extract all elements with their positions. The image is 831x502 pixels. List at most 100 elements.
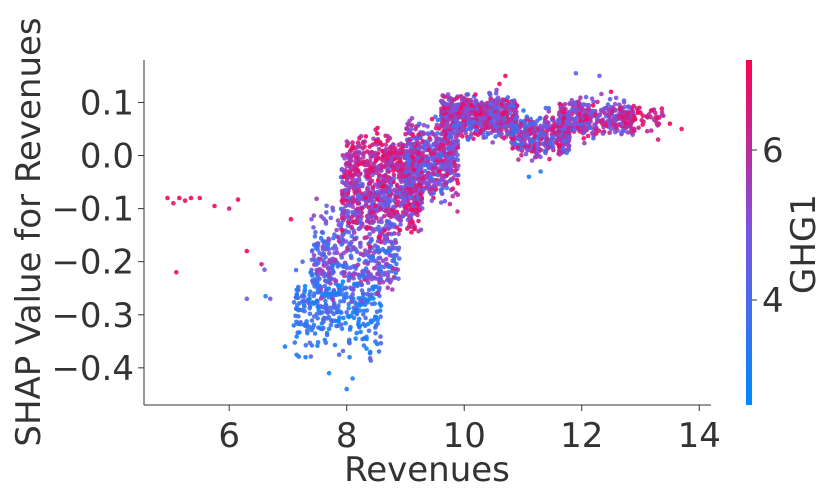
scatter-point xyxy=(420,131,426,137)
scatter-point xyxy=(415,212,420,218)
scatter-point xyxy=(381,183,387,189)
scatter-point xyxy=(342,215,347,221)
scatter-point xyxy=(523,125,529,130)
scatter-point xyxy=(376,172,382,177)
scatter-point xyxy=(450,144,456,150)
scatter-point xyxy=(307,296,312,302)
scatter-point xyxy=(503,106,509,111)
scatter-point xyxy=(591,136,596,141)
scatter-point xyxy=(473,127,479,133)
scatter-point xyxy=(608,89,614,95)
scatter-point xyxy=(356,195,362,200)
scatter-point xyxy=(595,99,600,105)
scatter-point xyxy=(472,101,478,107)
scatter-point xyxy=(566,125,571,131)
scatter-point xyxy=(371,317,377,323)
scatter-point xyxy=(627,123,633,129)
scatter-point xyxy=(317,326,323,331)
scatter-point xyxy=(438,177,444,182)
scatter-point xyxy=(443,181,449,186)
scatter-point xyxy=(385,138,391,143)
scatter-point xyxy=(374,168,380,174)
scatter-point xyxy=(364,346,369,351)
scatter-point xyxy=(610,117,616,122)
scatter-point xyxy=(614,125,619,131)
scatter-point xyxy=(350,199,355,204)
scatter-point xyxy=(366,249,372,255)
scatter-point xyxy=(311,225,316,230)
scatter-point xyxy=(282,344,288,349)
scatter-point xyxy=(309,271,315,277)
scatter-point xyxy=(407,141,413,146)
scatter-point xyxy=(404,189,410,195)
scatter-point xyxy=(455,152,460,158)
scatter-point xyxy=(386,176,391,182)
scatter-point xyxy=(389,157,394,162)
scatter-point xyxy=(326,294,332,300)
scatter-point xyxy=(573,71,579,76)
scatter-point xyxy=(353,336,359,341)
scatter-point xyxy=(387,264,392,270)
scatter-point xyxy=(612,122,617,127)
scatter-point xyxy=(363,266,369,271)
scatter-point xyxy=(366,328,372,334)
scatter-point xyxy=(360,268,366,274)
scatter-point xyxy=(323,219,329,224)
scatter-point xyxy=(511,100,517,105)
scatter-point xyxy=(320,247,326,252)
scatter-point xyxy=(429,116,435,122)
scatter-point xyxy=(385,201,391,207)
scatter-point xyxy=(338,309,343,315)
scatter-point xyxy=(450,186,456,191)
scatter-point xyxy=(529,158,535,163)
scatter-point xyxy=(430,131,436,136)
scatter-point xyxy=(539,136,544,142)
scatter-point xyxy=(374,138,379,144)
scatter-point xyxy=(396,247,401,253)
scatter-point xyxy=(349,176,355,181)
scatter-point xyxy=(505,119,510,125)
scatter-point xyxy=(409,123,415,128)
scatter-point xyxy=(488,99,494,105)
scatter-point xyxy=(397,227,403,233)
scatter-point xyxy=(397,218,403,223)
scatter-point xyxy=(314,267,320,273)
scatter-point xyxy=(395,199,401,204)
scatter-point xyxy=(361,155,366,160)
scatter-point xyxy=(309,216,314,222)
scatter-point xyxy=(435,131,440,136)
scatter-point xyxy=(497,81,502,87)
scatter-point xyxy=(294,291,300,297)
scatter-point xyxy=(538,125,543,131)
scatter-point xyxy=(571,126,577,132)
scatter-point xyxy=(165,195,170,201)
scatter-point xyxy=(326,241,331,246)
scatter-point xyxy=(569,98,575,103)
scatter-point xyxy=(309,343,315,348)
scatter-point xyxy=(326,266,331,272)
scatter-point xyxy=(369,153,374,158)
scatter-point xyxy=(617,116,623,121)
scatter-point xyxy=(327,251,332,256)
scatter-point xyxy=(327,273,332,278)
scatter-point xyxy=(393,240,399,245)
scatter-point xyxy=(632,116,637,121)
scatter-point xyxy=(339,326,345,332)
scatter-point xyxy=(365,253,371,258)
scatter-point xyxy=(655,137,661,142)
scatter-point xyxy=(371,165,376,170)
scatter-point xyxy=(434,122,440,128)
scatter-point xyxy=(380,258,386,264)
scatter-point xyxy=(510,136,516,141)
scatter-point xyxy=(317,283,323,289)
scatter-point xyxy=(586,107,591,112)
scatter-point xyxy=(585,133,591,139)
scatter-point xyxy=(404,126,410,131)
scatter-point xyxy=(371,213,377,218)
scatter-point xyxy=(492,116,498,122)
scatter-point xyxy=(417,121,422,126)
scatter-point xyxy=(321,325,326,331)
scatter-point xyxy=(523,151,529,157)
